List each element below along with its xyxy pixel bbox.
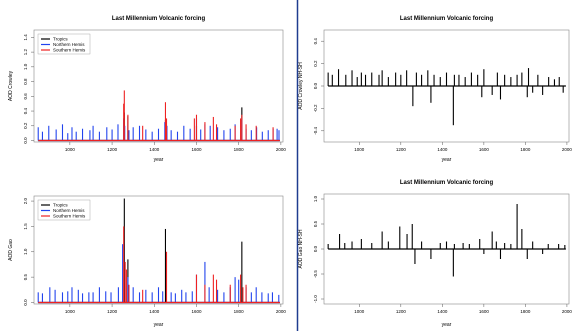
x-tick-label: 1400 bbox=[149, 147, 160, 152]
y-tick-label: 0.2 bbox=[313, 60, 318, 67]
x-tick-label: 1000 bbox=[354, 147, 365, 152]
x-tick-label: 1400 bbox=[437, 309, 448, 314]
y-axis-label: AOD Crowley bbox=[8, 70, 14, 101]
y-tick-label: 1.0 bbox=[23, 248, 28, 255]
y-tick-label: 0.5 bbox=[23, 274, 28, 281]
y-tick-label: 0.4 bbox=[313, 38, 318, 45]
y-axis-label: AOD Gao NH-SH bbox=[298, 229, 304, 268]
legend-box bbox=[37, 33, 91, 55]
y-tick-label: -0.4 bbox=[313, 126, 318, 134]
y-tick-label: 0.0 bbox=[313, 82, 318, 89]
legend-box bbox=[37, 199, 91, 221]
chart-title: Last Millennium Volcanic forcing bbox=[400, 16, 494, 22]
legend-label: Southern Hemis bbox=[53, 48, 86, 53]
x-axis-label: year bbox=[154, 322, 164, 328]
x-tick-label: 1000 bbox=[354, 309, 365, 314]
plot-frame bbox=[33, 29, 284, 143]
y-tick-label: 0.6 bbox=[23, 93, 28, 100]
y-axis-label: AOD Crowley NH-SH bbox=[298, 62, 304, 110]
chart-panel-3: year AOD Gao 1000 1200 1400 1600 1800 2000 0.0 0.… bbox=[8, 195, 287, 328]
chart-title: Last Millennium Volcanic forcing bbox=[112, 16, 206, 22]
x-tick-label: 1800 bbox=[520, 147, 531, 152]
x-tick-label: 1600 bbox=[191, 147, 202, 152]
y-tick-label: 0.4 bbox=[23, 107, 28, 114]
y-tick-label: -0.2 bbox=[313, 104, 318, 112]
legend-label: Northern Hemis bbox=[53, 42, 85, 47]
y-tick-label: 1.4 bbox=[23, 34, 28, 41]
x-tick-label: 1200 bbox=[107, 309, 118, 314]
x-tick-label: 1400 bbox=[149, 309, 160, 314]
x-axis-label: year bbox=[442, 322, 452, 328]
x-tick-label: 1600 bbox=[479, 147, 490, 152]
series-northern-hemis bbox=[37, 118, 280, 142]
x-tick-label: 1800 bbox=[234, 147, 245, 152]
series-southern-hemis bbox=[38, 226, 280, 304]
x-tick-label: 1800 bbox=[520, 309, 531, 314]
series-southern-hemis bbox=[38, 90, 280, 142]
chart-title: Last Millennium Volcanic forcing bbox=[400, 180, 494, 186]
x-tick-label: 1000 bbox=[65, 147, 76, 152]
legend-label: Tropics bbox=[53, 37, 68, 42]
x-tick-label: 1600 bbox=[191, 309, 202, 314]
y-tick-label: 2.0 bbox=[23, 197, 28, 204]
x-tick-label: 1600 bbox=[479, 309, 490, 314]
x-tick-label: 2000 bbox=[276, 309, 287, 314]
y-tick-label: 0.2 bbox=[23, 122, 28, 129]
y-tick-label: 1.2 bbox=[23, 48, 28, 55]
x-tick-label: 2000 bbox=[276, 147, 287, 152]
y-tick-label: -0.5 bbox=[313, 270, 318, 278]
y-tick-label: 1.5 bbox=[23, 223, 28, 230]
chart-panel-1: Last Millennium Volcanic forcing year AOD … bbox=[8, 16, 286, 163]
y-tick-label: 0.0 bbox=[23, 299, 28, 306]
plot-frame bbox=[33, 195, 284, 305]
chart-panel-2: Last Millennium Volcanic forcing year AOD … bbox=[298, 16, 572, 163]
x-tick-label: 1400 bbox=[437, 147, 448, 152]
x-axis-label: year bbox=[154, 157, 164, 163]
series-northern-hemis bbox=[37, 244, 280, 304]
y-tick-label: -1.0 bbox=[313, 295, 318, 303]
x-tick-label: 1200 bbox=[396, 147, 407, 152]
y-tick-label: 0.0 bbox=[23, 137, 28, 144]
x-tick-label: 1800 bbox=[234, 309, 245, 314]
x-tick-label: 2000 bbox=[562, 147, 573, 152]
x-tick-label: 1200 bbox=[396, 309, 407, 314]
legend-label: Northern Hemis bbox=[53, 208, 85, 213]
x-tick-label: 1200 bbox=[107, 147, 118, 152]
y-tick-label: 1.0 bbox=[313, 195, 318, 202]
series-nh-minus-sh bbox=[327, 204, 566, 277]
y-tick-label: 0.5 bbox=[313, 220, 318, 227]
chart-panel-4: Last Millennium Volcanic forcing year AOD … bbox=[298, 180, 572, 328]
y-tick-label: 0.8 bbox=[23, 78, 28, 85]
x-axis-label: year bbox=[442, 157, 452, 163]
legend-label: Southern Hemis bbox=[53, 214, 86, 219]
y-tick-label: 1.0 bbox=[23, 63, 28, 70]
legend-label: Tropics bbox=[53, 203, 68, 208]
y-axis-label: AOD Gao bbox=[8, 239, 14, 261]
x-tick-label: 2000 bbox=[562, 309, 573, 314]
x-tick-label: 1000 bbox=[65, 309, 76, 314]
y-tick-label: 0.0 bbox=[313, 245, 318, 252]
series-nh-minus-sh bbox=[327, 68, 566, 126]
